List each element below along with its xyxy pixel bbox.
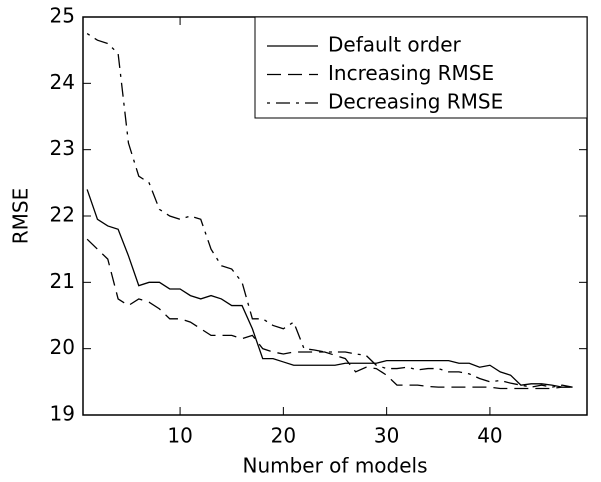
x-axis-label: Number of models	[242, 454, 427, 478]
x-tick-label: 30	[374, 424, 399, 448]
y-tick-label: 22	[50, 203, 75, 227]
y-tick-label: 25	[50, 4, 75, 28]
y-tick-label: 24	[50, 70, 75, 94]
legend-label: Decreasing RMSE	[328, 90, 503, 114]
series-line	[86, 189, 573, 388]
y-tick-label: 19	[50, 402, 75, 426]
x-tick-label: 40	[477, 424, 502, 448]
legend-label: Increasing RMSE	[328, 61, 494, 85]
legend-box	[254, 16, 588, 119]
y-axis-label: RMSE	[9, 188, 33, 244]
y-tick-label: 21	[50, 269, 75, 293]
x-tick-label: 10	[167, 424, 192, 448]
y-tick-label: 20	[50, 335, 75, 359]
legend-label: Default order	[328, 33, 462, 57]
y-tick-label: 23	[50, 136, 75, 160]
series-line	[86, 33, 573, 388]
x-tick-label: 20	[271, 424, 296, 448]
series-line	[86, 238, 573, 390]
